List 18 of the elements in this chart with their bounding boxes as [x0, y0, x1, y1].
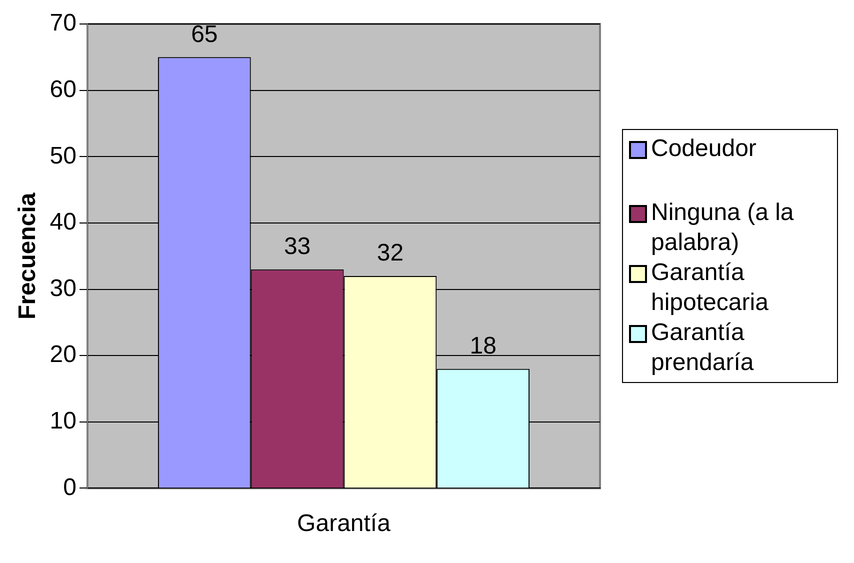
legend-label: Garantía hipotecaria: [651, 258, 770, 318]
y-tick-label: 0: [63, 474, 76, 501]
y-tick-label: 20: [50, 341, 76, 368]
data-label: 18: [470, 332, 496, 360]
y-tick-label: 50: [50, 142, 76, 170]
data-label: 33: [284, 232, 311, 260]
legend-label: Garantía prendaría: [651, 318, 755, 378]
y-tick-label: 30: [50, 274, 76, 302]
y-tick-label: 10: [50, 408, 76, 435]
y-tick-label: 60: [50, 76, 76, 103]
legend-label: Ninguna (a la palabra): [651, 198, 795, 258]
y-tick-label: 70: [50, 10, 76, 37]
y-tick-label: 40: [50, 208, 76, 236]
data-label: 65: [191, 20, 218, 48]
x-tick-label: Garantía: [297, 510, 392, 538]
legend-label: Codeudor: [651, 134, 756, 164]
y-axis-title: Frecuencia: [14, 192, 42, 320]
data-label: 32: [376, 240, 404, 267]
